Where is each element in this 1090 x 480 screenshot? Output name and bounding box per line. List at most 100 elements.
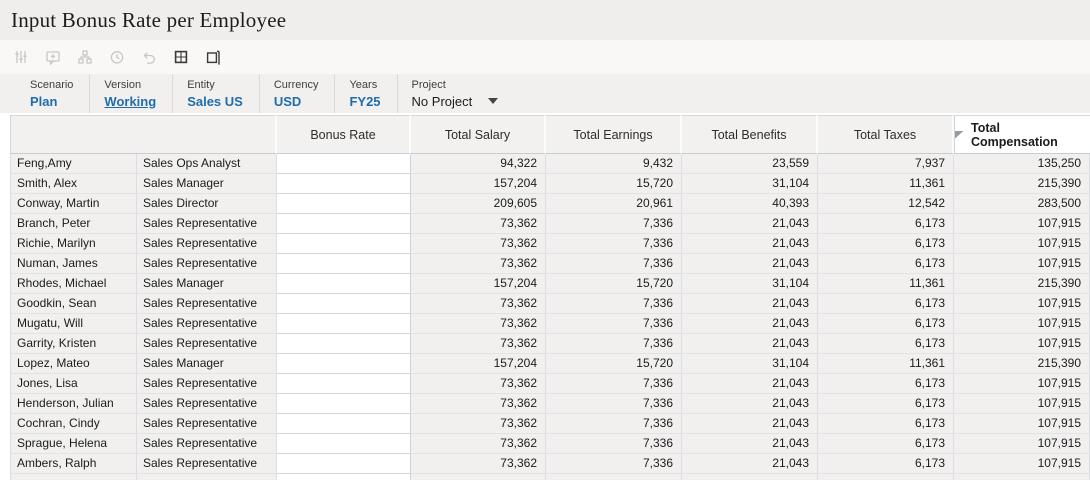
column-header-total-compensation[interactable]: Total Compensation [954,115,1090,154]
pov-value-currency[interactable]: USD [273,93,302,109]
bonus-rate-input-cell[interactable] [277,214,411,234]
total-taxes-cell: 6,173 [818,214,954,234]
total-compensation-cell: 107,915 [954,374,1090,394]
total-earnings-cell: 15,720 [546,274,682,294]
bonus-rate-input-cell[interactable] [277,354,411,374]
employee-name-cell: Branch, Peter [10,214,137,234]
total-earnings-cell: 7,336 [546,214,682,234]
bonus-rate-input-cell[interactable] [277,234,411,254]
column-header-total-benefits[interactable]: Total Benefits [682,115,818,154]
total-earnings-cell: 9,432 [546,154,682,174]
total-taxes-cell: 6,173 [818,254,954,274]
total-salary-cell: 157,204 [411,274,546,294]
column-header-bonus-rate[interactable]: Bonus Rate [277,115,411,154]
pov-value-version[interactable]: Working [104,93,157,109]
total-salary-cell: 73,362 [411,234,546,254]
pov-item-scenario: Scenario Plan [16,74,91,113]
bonus-rate-input-cell[interactable] [277,254,411,274]
total-compensation-cell: 107,915 [954,334,1090,354]
total-compensation-cell: 215,390 [954,354,1090,374]
bonus-rate-input-cell[interactable] [277,334,411,354]
total-compensation-cell: 107,915 [954,414,1090,434]
pov-value-entity[interactable]: Sales US [187,93,243,109]
total-compensation-cell: 107,915 [954,234,1090,254]
total-benefits-cell: 21,043 [682,294,818,314]
employee-name-cell: Rhodes, Michael [10,274,137,294]
undo-icon[interactable] [140,49,157,66]
bonus-rate-input-cell[interactable] [277,154,411,174]
bonus-rate-input-cell[interactable] [277,374,411,394]
total-salary-cell: 94,322 [411,154,546,174]
employee-name-cell: Sprague, Helena [10,434,137,454]
bonus-rate-input-cell[interactable] [277,474,411,480]
employee-role-cell: Sales Director [137,194,277,214]
total-salary-cell: 73,362 [411,314,546,334]
column-header-corner [10,115,277,154]
total-earnings-cell: 7,336 [546,394,682,414]
total-earnings-cell: 7,336 [546,334,682,354]
total-taxes-cell: 6,173 [818,294,954,314]
bonus-rate-input-cell[interactable] [277,414,411,434]
total-earnings-cell: 7,336 [546,254,682,274]
total-salary-cell: 157,204 [411,354,546,374]
total-salary-cell [411,474,546,480]
bonus-rate-input-cell[interactable] [277,174,411,194]
column-header-total-taxes[interactable]: Total Taxes [818,115,954,154]
total-benefits-cell: 21,043 [682,214,818,234]
column-header-total-earnings[interactable]: Total Earnings [546,115,682,154]
employee-name-cell: Numan, James [10,254,137,274]
total-taxes-cell: 6,173 [818,374,954,394]
employee-name-cell: Feng,Amy [10,154,137,174]
pov-value-years[interactable]: FY25 [349,93,381,109]
employee-name-cell: Henderson, Julian [10,394,137,414]
total-earnings-cell: 15,720 [546,174,682,194]
total-benefits-cell: 21,043 [682,254,818,274]
bonus-rate-input-cell[interactable] [277,194,411,214]
employee-name-cell: Cochran, Cindy [10,414,137,434]
employee-role-cell: Sales Representative [137,454,277,474]
pov-value-project[interactable]: No Project [412,94,499,109]
employee-role-cell: Sales Representative [137,414,277,434]
filter-sliders-icon[interactable] [12,49,29,66]
total-taxes-cell: 11,361 [818,274,954,294]
total-benefits-cell: 23,559 [682,154,818,174]
pov-label-entity: Entity [187,78,215,91]
bonus-rate-input-cell[interactable] [277,274,411,294]
total-benefits-cell: 21,043 [682,334,818,354]
employee-name-cell: Lopez, Mateo [10,354,137,374]
pov-label-years: Years [349,78,378,91]
employee-name-cell: Goodkin, Sean [10,294,137,314]
toggle-panel-icon[interactable] [204,49,221,66]
grid-view-icon[interactable] [172,49,189,66]
pov-item-currency: Currency USD [260,74,336,113]
toolbar [0,40,1090,74]
pov-value-scenario[interactable]: Plan [30,93,58,109]
total-taxes-cell: 6,173 [818,434,954,454]
chevron-down-icon[interactable] [488,98,499,104]
hierarchy-icon[interactable] [76,49,93,66]
total-benefits-cell: 31,104 [682,174,818,194]
bonus-rate-input-cell[interactable] [277,314,411,334]
total-earnings-cell [546,474,682,480]
total-benefits-cell: 21,043 [682,394,818,414]
total-earnings-cell: 7,336 [546,434,682,454]
total-earnings-cell: 15,720 [546,354,682,374]
bonus-rate-input-cell[interactable] [277,454,411,474]
employee-role-cell: Sales Manager [137,274,277,294]
total-compensation-cell: 215,390 [954,174,1090,194]
history-icon[interactable] [108,49,125,66]
employee-name-cell: Smith, Alex [10,174,137,194]
total-benefits-cell: 21,043 [682,374,818,394]
bonus-rate-input-cell[interactable] [277,434,411,454]
collapse-triangle-icon[interactable] [955,130,964,139]
total-compensation-cell: 135,250 [954,154,1090,174]
bonus-rate-input-cell[interactable] [277,294,411,314]
total-earnings-cell: 7,336 [546,374,682,394]
column-header-total-salary[interactable]: Total Salary [411,115,546,154]
total-salary-cell: 73,362 [411,394,546,414]
total-salary-cell: 73,362 [411,434,546,454]
add-comment-icon[interactable] [44,49,61,66]
bonus-rate-input-cell[interactable] [277,394,411,414]
pov-label-version: Version [104,78,142,91]
total-taxes-cell [818,474,954,480]
